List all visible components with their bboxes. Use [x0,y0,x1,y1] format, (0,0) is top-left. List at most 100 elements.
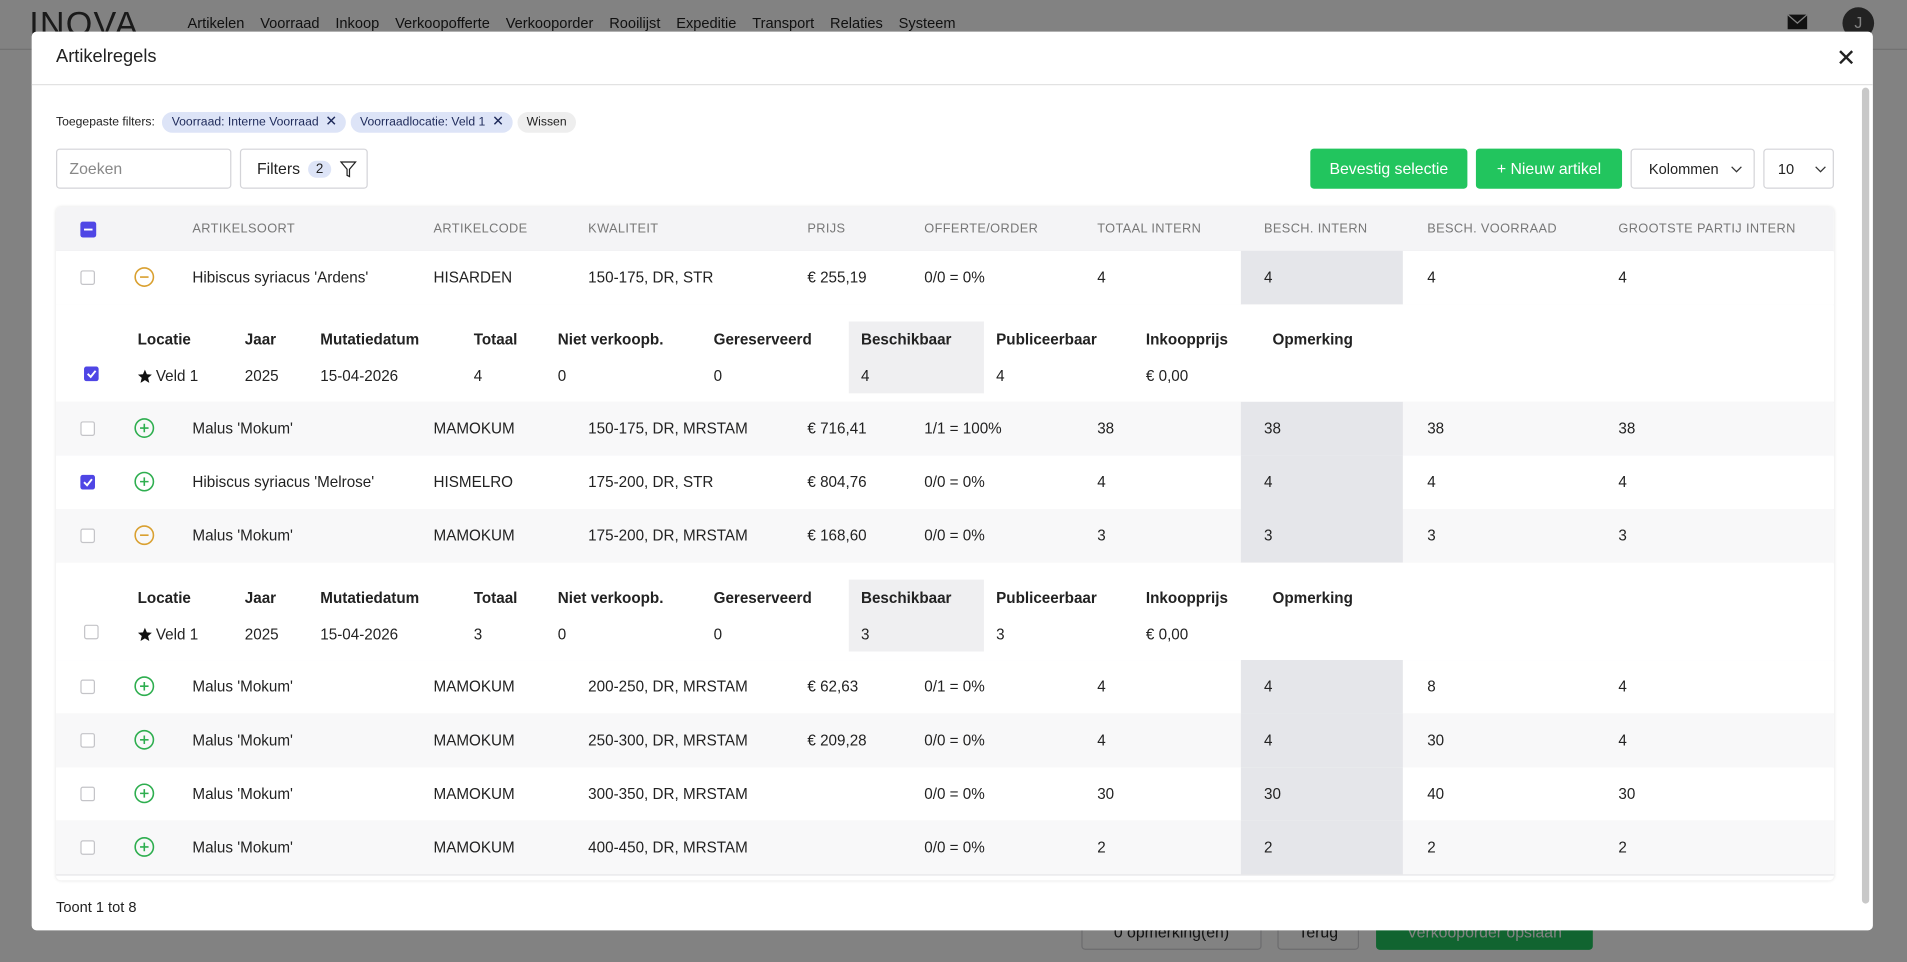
column-header[interactable]: PRIJS [807,221,846,237]
expand-toggle[interactable] [134,729,155,756]
column-header[interactable]: ARTIKELCODE [433,221,528,237]
detail-header: Opmerking [1272,331,1353,349]
nav-item[interactable]: Systeem [898,14,956,32]
shaded-cell [1240,713,1403,768]
detail-cell: 3 [996,625,1005,643]
page-size-select[interactable]: 10 [1763,148,1834,189]
detail-cell: 0 [713,367,723,385]
clear-filters[interactable]: Wissen [516,112,577,133]
cell: Hibiscus syriacus 'Melrose' [192,473,375,491]
cell: 0/1 = 0% [924,678,985,696]
cell: € 255,19 [807,269,867,287]
filters-button[interactable]: Filters 2 [239,148,368,189]
column-header[interactable]: BESCH. INTERN [1264,221,1368,237]
column-header[interactable]: OFFERTE/ORDER [924,221,1039,237]
nav-item[interactable]: Inkoop [335,14,380,32]
mail-icon[interactable] [1786,13,1808,30]
detail-header: Locatie [137,589,191,607]
filters-count: 2 [308,160,331,178]
nav-item[interactable]: Rooilijst [609,14,661,32]
cell: 3 [1097,527,1106,545]
close-button[interactable] [1839,50,1854,65]
cell: 4 [1264,731,1273,749]
cell: 2 [1618,839,1627,857]
cell: Malus 'Mokum' [192,839,293,857]
shaded-cell [1240,660,1403,714]
cell: € 209,28 [807,731,867,749]
cell: Malus 'Mokum' [192,731,293,749]
table-row: Malus 'Mokum' MAMOKUM 300-350, DR, MRSTAM 0… [56,767,1834,822]
checkbox[interactable] [80,421,95,436]
checkbox[interactable] [80,733,95,748]
detail-header: Inkoopprijs [1145,331,1228,349]
nav-item[interactable]: Voorraad [260,14,320,32]
cell: MAMOKUM [433,527,515,545]
cell: 0/0 = 0% [924,839,985,857]
nav-item[interactable]: Transport [752,14,815,32]
detail-cell: 15-04-2026 [320,367,399,385]
nav-item[interactable]: Verkoopofferte [395,14,490,32]
checkbox[interactable] [80,270,95,285]
cell: 0/0 = 0% [924,269,985,287]
expand-toggle[interactable] [134,676,155,703]
detail-header: Publiceerbaar [996,589,1097,607]
cell: Hibiscus syriacus 'Ardens' [192,269,369,287]
checkbox[interactable] [80,474,95,490]
cell: 30 [1427,731,1445,749]
column-header[interactable]: TOTAAL INTERN [1097,221,1202,237]
new-article-button[interactable]: + Nieuw artikel [1475,148,1623,189]
collapse-toggle[interactable] [134,525,155,552]
detail-header: Locatie [137,331,191,349]
cell: € 168,60 [807,527,867,545]
checkbox[interactable] [80,786,95,802]
cell: 38 [1264,420,1281,438]
nav-item[interactable]: Verkooporder [505,14,594,32]
table-row: Hibiscus syriacus 'Ardens' HISARDEN 150-17… [56,250,1834,306]
detail-cell: 0 [557,625,567,643]
cell: 400-450, DR, MRSTAM [588,839,748,857]
collapse-toggle[interactable] [134,267,155,294]
shaded-cell [1240,509,1403,563]
checkbox[interactable] [80,528,95,544]
detail-panel: Locatie Jaar Mutatiedatum Totaal Niet verkoo… [56,304,1834,404]
filter-chip: Voorraadlocatie: Veld 1 [350,112,513,133]
chip-remove[interactable] [326,116,336,129]
table: ARTIKELSOORT ARTIKELCODE KWALITEIT PRIJS OFF… [56,207,1834,880]
column-header[interactable]: GROOTSTE PARTIJ INTERN [1618,221,1796,237]
cell: 3 [1264,527,1273,545]
checkbox[interactable] [84,366,99,382]
detail-header: Niet verkoopb. [557,331,664,349]
cell: Malus 'Mokum' [192,527,293,545]
expand-toggle[interactable] [134,837,155,864]
nav-item[interactable]: Expeditie [676,14,737,32]
cell: 4 [1264,269,1273,287]
cell: 4 [1097,731,1106,749]
table-header: ARTIKELSOORT ARTIKELCODE KWALITEIT PRIJS OFF… [56,207,1834,253]
nav-item[interactable]: Artikelen [187,14,245,32]
star-icon [137,368,153,390]
cell: 4 [1618,473,1627,491]
cell: 8 [1427,678,1436,696]
expand-toggle[interactable] [134,783,155,810]
checkbox[interactable] [80,679,95,695]
cell: 0/0 = 0% [924,527,985,545]
column-header[interactable]: BESCH. VOORRAAD [1427,221,1558,237]
cell: MAMOKUM [433,731,515,749]
checkbox[interactable] [84,624,99,640]
columns-button[interactable]: Kolommen [1630,148,1755,189]
chip-remove[interactable] [493,116,503,129]
detail-cell: 2025 [244,367,279,385]
cell: 4 [1427,269,1436,287]
detail-header: Gereserveerd [713,331,812,349]
search-input[interactable]: Zoeken [56,148,232,189]
checkbox[interactable] [80,840,95,855]
nav-item[interactable]: Relaties [830,14,883,32]
expand-toggle[interactable] [134,471,155,498]
select-all[interactable] [80,221,97,238]
expand-toggle[interactable] [134,418,155,445]
column-header[interactable]: ARTIKELSOORT [192,221,296,237]
cell: 4 [1264,473,1273,491]
confirm-button[interactable]: Bevestig selectie [1310,148,1468,189]
column-header[interactable]: KWALITEIT [588,221,659,237]
